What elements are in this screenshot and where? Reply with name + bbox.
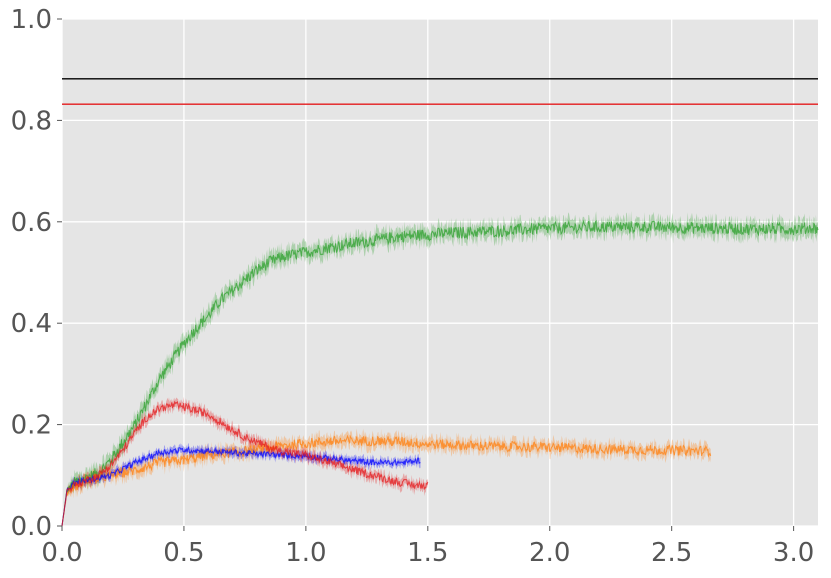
y-tick-label-1: 0.2 — [11, 411, 52, 441]
x-tick-label-0: 0.0 — [41, 538, 82, 568]
x-tick-label-2: 1.0 — [285, 538, 326, 568]
x-tick-label-5: 2.5 — [651, 538, 692, 568]
series-line-0 — [61, 219, 819, 527]
reference-lines — [62, 78, 818, 105]
x-tick-label-4: 2.0 — [529, 538, 570, 568]
y-tick-label-0: 0.0 — [11, 512, 52, 542]
y-tick-label-3: 0.6 — [11, 208, 52, 238]
series-lines — [61, 219, 819, 527]
series-line-3 — [61, 400, 429, 527]
y-tick-label-2: 0.4 — [11, 309, 52, 339]
series-band-1 — [62, 428, 711, 526]
grid — [61, 18, 818, 527]
x-tick-label-6: 3.0 — [773, 538, 814, 568]
series-line-2 — [61, 446, 421, 527]
x-tick-label-3: 1.5 — [407, 538, 448, 568]
series-line-1 — [61, 434, 712, 527]
x-tick-label-1: 0.5 — [163, 538, 204, 568]
y-tick-label-4: 0.8 — [11, 106, 52, 136]
y-tick-label-5: 1.0 — [11, 5, 52, 35]
series-bands — [62, 211, 818, 526]
tick-labels: 0.0 0.5 1.0 1.5 2.0 2.5 3.0 0.0 0.2 0.4 0.6 0.8 1.0 — [11, 5, 815, 568]
